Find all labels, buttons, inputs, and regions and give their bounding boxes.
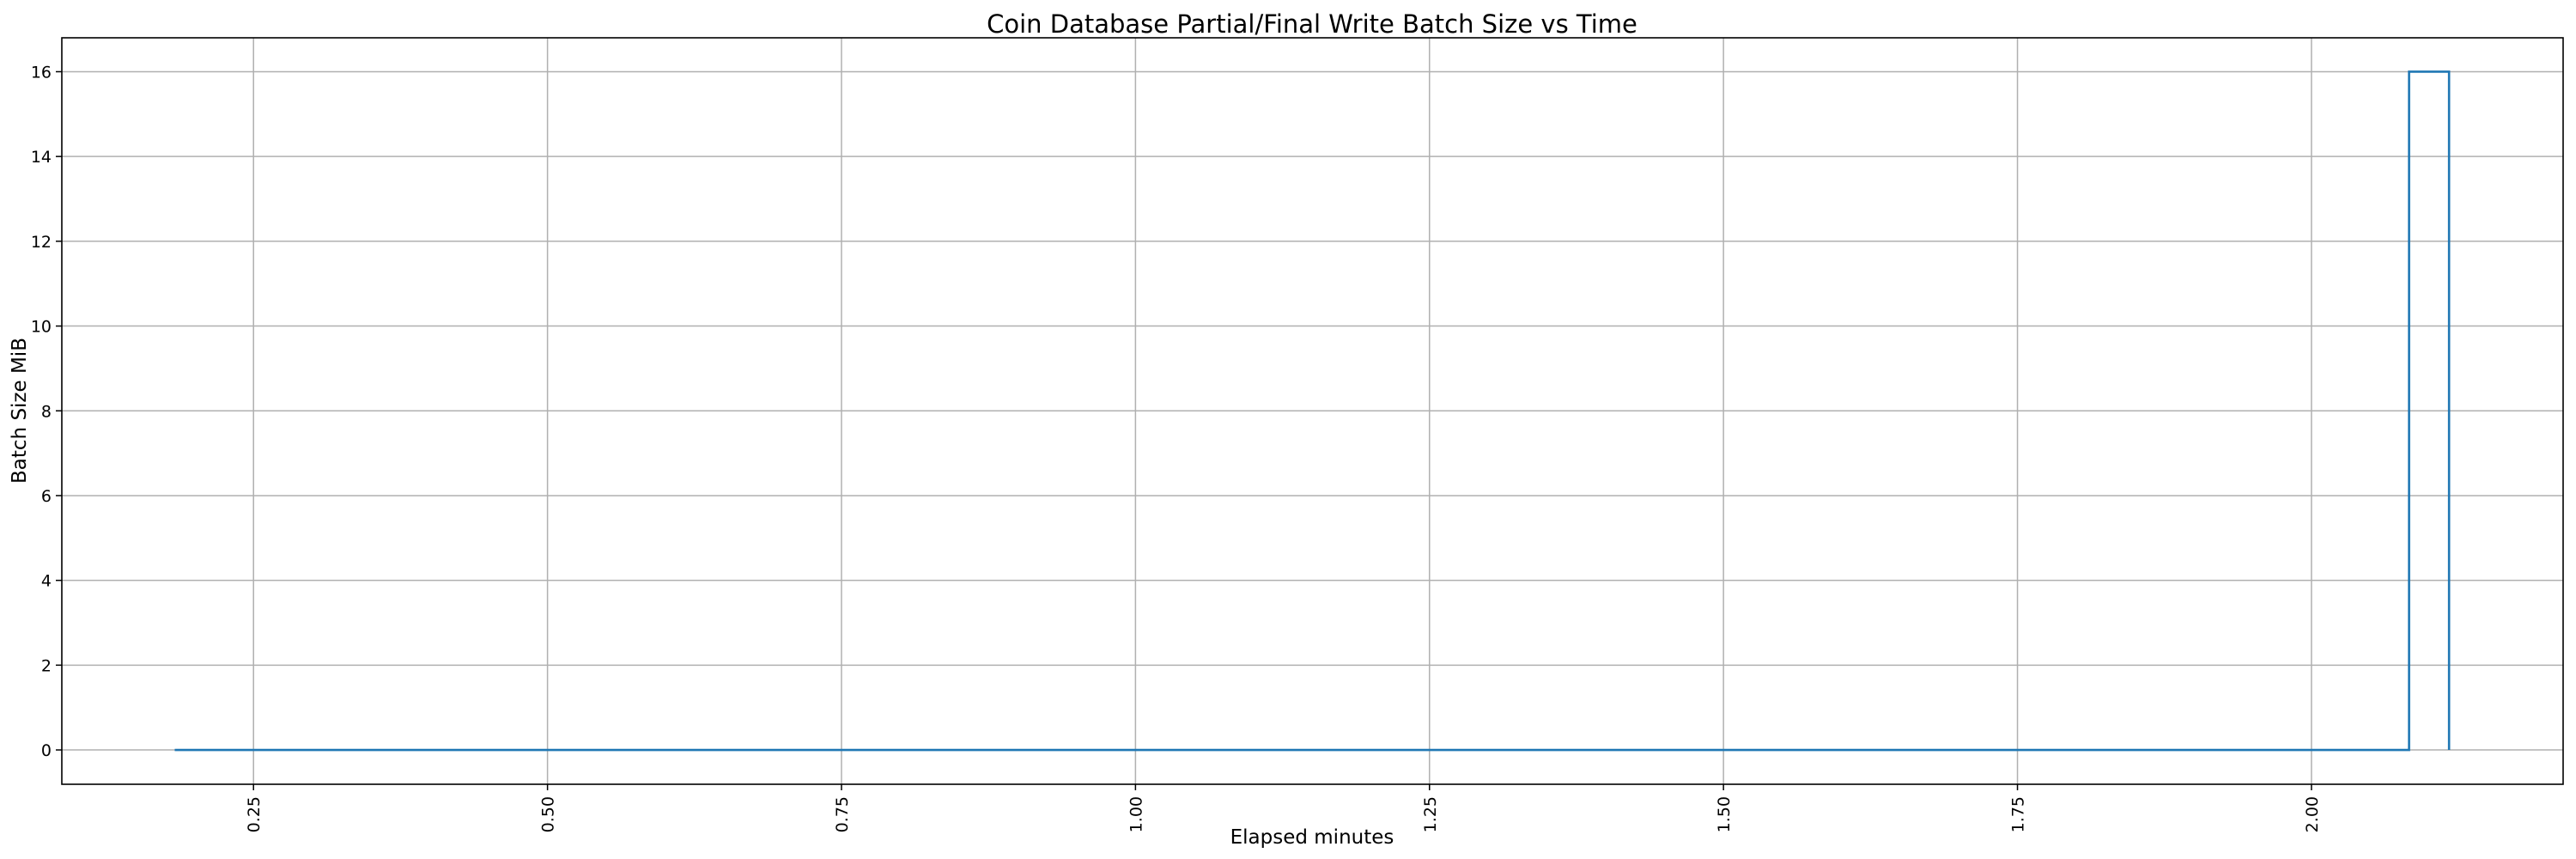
x-axis-label: Elapsed minutes <box>1230 826 1394 849</box>
y-tick-label: 4 <box>41 572 52 591</box>
chart-title: Coin Database Partial/Final Write Batch … <box>987 9 1637 39</box>
x-tick-label: 0.75 <box>833 796 852 832</box>
y-axis: 0 2 4 6 8 10 12 14 16 <box>31 63 62 760</box>
x-tick-label: 1.50 <box>1715 796 1734 832</box>
grid <box>62 38 2563 784</box>
y-tick-label: 12 <box>31 233 52 252</box>
y-tick-label: 16 <box>31 63 52 82</box>
y-axis-label: Batch Size MiB <box>9 338 31 484</box>
y-tick-label: 6 <box>41 487 52 506</box>
x-tick-label: 0.50 <box>539 796 558 832</box>
x-axis: 0.25 0.50 0.75 1.00 1.25 1.50 1.75 2.00 <box>245 784 2322 832</box>
x-tick-label: 0.25 <box>245 796 264 832</box>
y-tick-label: 0 <box>41 741 52 760</box>
y-tick-label: 2 <box>41 656 52 675</box>
x-tick-label: 1.25 <box>1421 796 1440 832</box>
y-tick-label: 14 <box>31 148 52 167</box>
x-tick-label: 1.75 <box>2009 796 2028 832</box>
y-tick-label: 8 <box>41 402 52 421</box>
x-tick-label: 2.00 <box>2303 796 2322 832</box>
y-tick-label: 10 <box>31 318 52 337</box>
x-tick-label: 1.00 <box>1127 796 1145 832</box>
series-line <box>174 70 2451 752</box>
series-layer <box>174 70 2451 752</box>
